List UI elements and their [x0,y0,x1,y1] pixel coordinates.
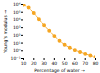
svg-text:10²: 10² [13,33,21,38]
svg-text:50: 50 [62,61,68,66]
svg-text:10⁴: 10⁴ [13,17,21,22]
svg-text:10⁶: 10⁶ [13,2,21,7]
svg-text:10³: 10³ [13,25,21,30]
svg-text:60: 60 [72,61,78,66]
svg-text:10⁰: 10⁰ [13,48,21,53]
svg-text:20: 20 [31,61,37,66]
svg-text:10⁻¹: 10⁻¹ [11,56,21,61]
svg-text:Percentage of water →: Percentage of water → [34,68,85,73]
svg-text:10: 10 [21,61,27,66]
svg-text:10⁵: 10⁵ [13,10,21,15]
svg-text:Young's modulus →: Young's modulus → [3,10,8,54]
svg-text:10¹: 10¹ [13,41,21,46]
svg-text:70: 70 [82,61,88,66]
svg-text:30: 30 [41,61,47,66]
svg-text:40: 40 [51,61,57,66]
svg-text:80: 80 [93,61,99,66]
